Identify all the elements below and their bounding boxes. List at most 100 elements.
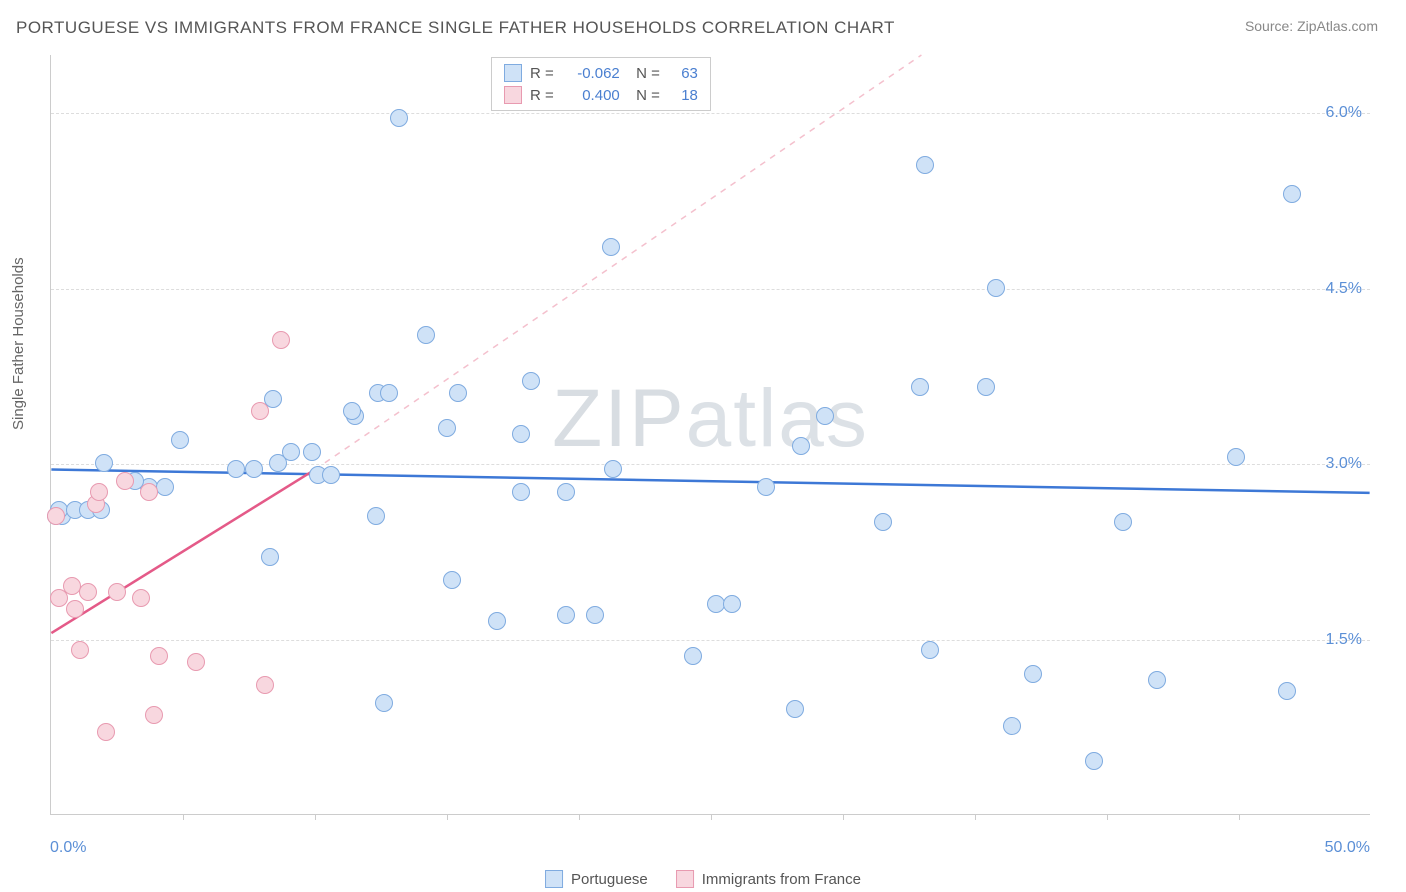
data-point bbox=[438, 419, 456, 437]
x-tick bbox=[843, 814, 844, 820]
data-point bbox=[380, 384, 398, 402]
x-tick bbox=[447, 814, 448, 820]
data-point bbox=[272, 331, 290, 349]
x-tick bbox=[711, 814, 712, 820]
data-point bbox=[586, 606, 604, 624]
data-point bbox=[256, 676, 274, 694]
data-point bbox=[522, 372, 540, 390]
x-tick bbox=[579, 814, 580, 820]
gridline bbox=[51, 640, 1370, 641]
data-point bbox=[977, 378, 995, 396]
x-tick bbox=[183, 814, 184, 820]
data-point bbox=[512, 483, 530, 501]
data-point bbox=[95, 454, 113, 472]
data-point bbox=[79, 583, 97, 601]
data-point bbox=[150, 647, 168, 665]
data-point bbox=[987, 279, 1005, 297]
chart-title: PORTUGUESE VS IMMIGRANTS FROM FRANCE SIN… bbox=[16, 18, 895, 38]
data-point bbox=[1283, 185, 1301, 203]
data-point bbox=[757, 478, 775, 496]
data-point bbox=[1085, 752, 1103, 770]
scatter-chart: ZIPatlas R =-0.062 N =63R =0.400 N =18 1… bbox=[50, 55, 1370, 815]
data-point bbox=[47, 507, 65, 525]
legend-r-label: R = bbox=[530, 65, 554, 82]
data-point bbox=[417, 326, 435, 344]
data-point bbox=[171, 431, 189, 449]
legend-n-value: 18 bbox=[668, 87, 698, 104]
data-point bbox=[916, 156, 934, 174]
legend-swatch bbox=[676, 870, 694, 888]
gridline bbox=[51, 289, 1370, 290]
data-point bbox=[390, 109, 408, 127]
data-point bbox=[792, 437, 810, 455]
legend-n-label: N = bbox=[628, 87, 660, 104]
data-point bbox=[816, 407, 834, 425]
legend-row: R = 0.400 N = 18 bbox=[504, 84, 698, 106]
y-tick-label: 4.5% bbox=[1326, 280, 1362, 298]
data-point bbox=[71, 641, 89, 659]
y-axis-label: Single Father Households bbox=[10, 257, 27, 430]
data-point bbox=[557, 606, 575, 624]
data-point bbox=[187, 653, 205, 671]
data-point bbox=[375, 694, 393, 712]
legend-swatch bbox=[545, 870, 563, 888]
data-point bbox=[251, 402, 269, 420]
data-point bbox=[145, 706, 163, 724]
x-tick bbox=[1239, 814, 1240, 820]
data-point bbox=[921, 641, 939, 659]
x-tick bbox=[975, 814, 976, 820]
data-point bbox=[66, 600, 84, 618]
legend-label: Portuguese bbox=[571, 871, 648, 888]
y-tick-label: 1.5% bbox=[1326, 631, 1362, 649]
data-point bbox=[1148, 671, 1166, 689]
data-point bbox=[602, 238, 620, 256]
legend-label: Immigrants from France bbox=[702, 871, 861, 888]
data-point bbox=[1278, 682, 1296, 700]
data-point bbox=[1024, 665, 1042, 683]
data-point bbox=[443, 571, 461, 589]
data-point bbox=[557, 483, 575, 501]
data-point bbox=[322, 466, 340, 484]
x-axis-min: 0.0% bbox=[50, 839, 86, 857]
data-point bbox=[488, 612, 506, 630]
data-point bbox=[343, 402, 361, 420]
data-point bbox=[97, 723, 115, 741]
data-point bbox=[874, 513, 892, 531]
series-legend: Portuguese Immigrants from France bbox=[545, 870, 861, 888]
source-label: Source: ZipAtlas.com bbox=[1245, 18, 1378, 34]
data-point bbox=[261, 548, 279, 566]
data-point bbox=[245, 460, 263, 478]
legend-item: Immigrants from France bbox=[676, 870, 861, 888]
correlation-legend: R = -0.062 N = 63 R = 0.400 N = 18 bbox=[491, 57, 711, 111]
data-point bbox=[1114, 513, 1132, 531]
x-axis-max: 50.0% bbox=[1325, 839, 1370, 857]
legend-swatch bbox=[504, 64, 522, 82]
data-point bbox=[132, 589, 150, 607]
data-point bbox=[303, 443, 321, 461]
data-point bbox=[512, 425, 530, 443]
data-point bbox=[116, 472, 134, 490]
data-point bbox=[723, 595, 741, 613]
data-point bbox=[604, 460, 622, 478]
data-point bbox=[140, 483, 158, 501]
legend-item: Portuguese bbox=[545, 870, 648, 888]
data-point bbox=[449, 384, 467, 402]
legend-r-value: -0.062 bbox=[562, 65, 620, 82]
x-tick bbox=[315, 814, 316, 820]
data-point bbox=[156, 478, 174, 496]
data-point bbox=[786, 700, 804, 718]
data-point bbox=[1227, 448, 1245, 466]
legend-n-label: N = bbox=[628, 65, 660, 82]
data-point bbox=[108, 583, 126, 601]
data-point bbox=[911, 378, 929, 396]
x-tick bbox=[1107, 814, 1108, 820]
data-point bbox=[684, 647, 702, 665]
data-point bbox=[90, 483, 108, 501]
legend-n-value: 63 bbox=[668, 65, 698, 82]
legend-r-value: 0.400 bbox=[562, 87, 620, 104]
legend-r-label: R = bbox=[530, 87, 554, 104]
data-point bbox=[367, 507, 385, 525]
trend-lines bbox=[51, 55, 1370, 814]
legend-row: R = -0.062 N = 63 bbox=[504, 62, 698, 84]
legend-swatch bbox=[504, 86, 522, 104]
